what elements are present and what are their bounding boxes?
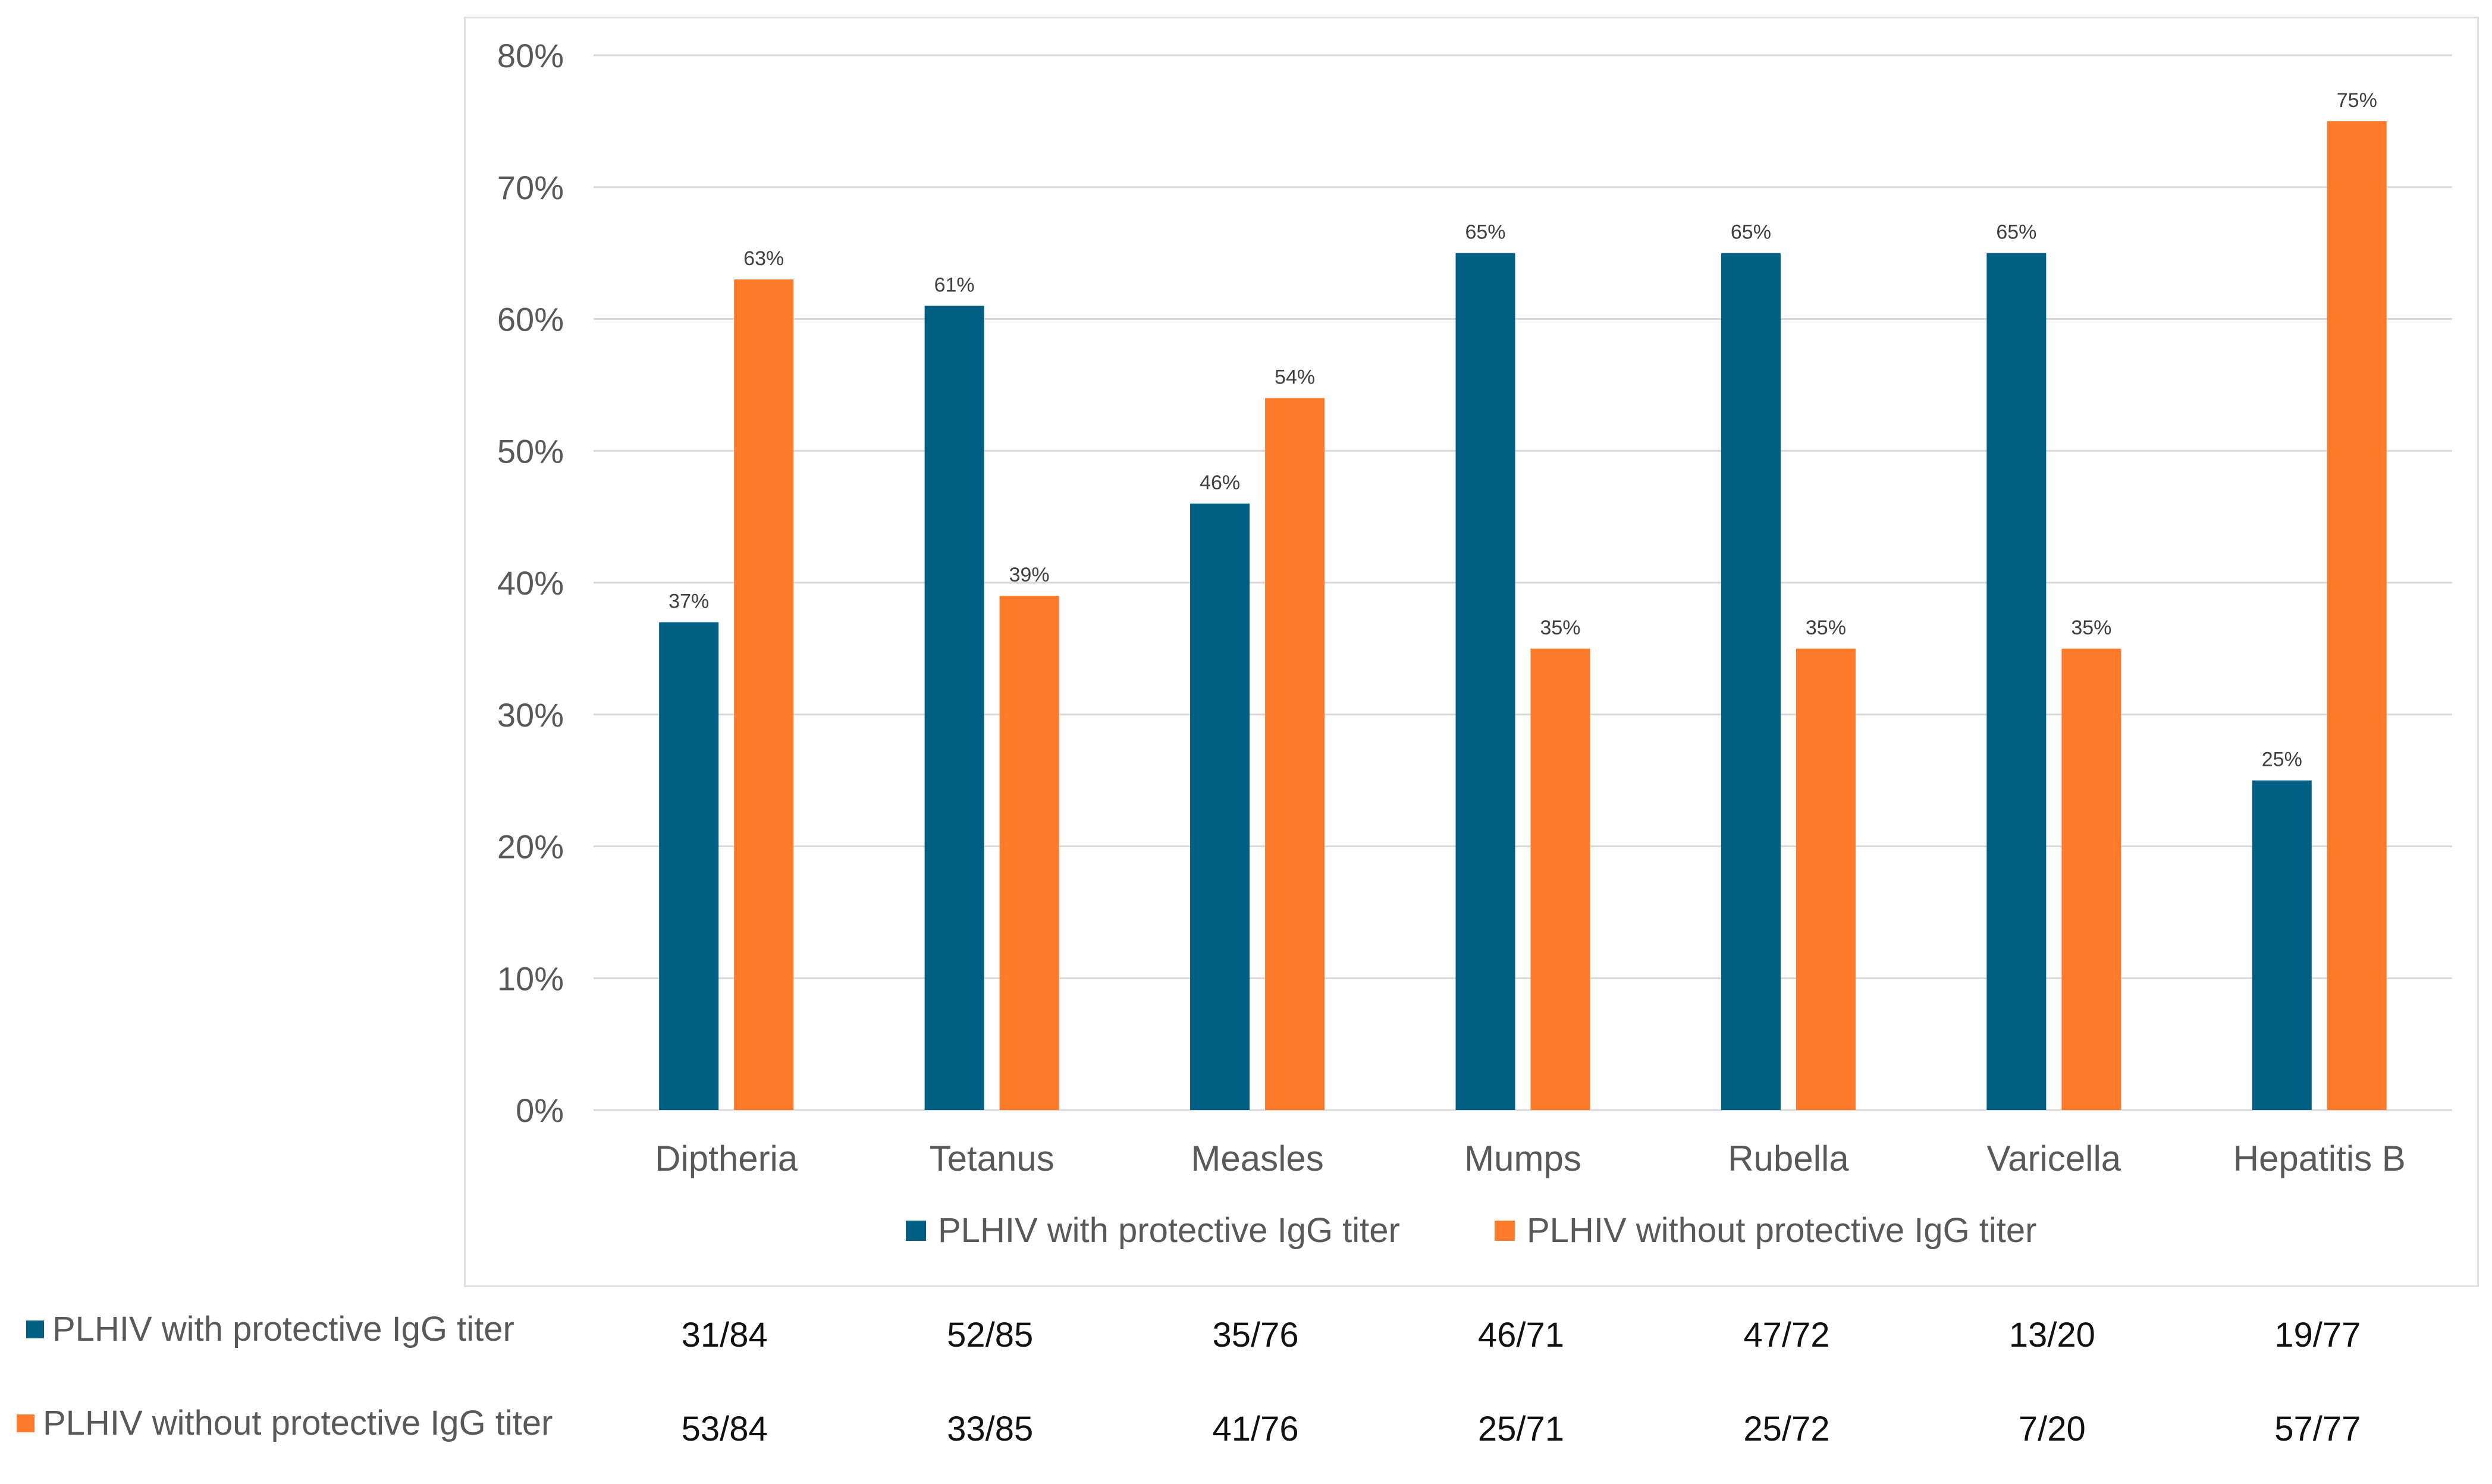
bar-with	[2252, 780, 2312, 1110]
legend-label: PLHIV without protective IgG titer	[1527, 1211, 2036, 1250]
y-tick-label: 40%	[497, 564, 564, 602]
data-label: 75%	[2337, 89, 2377, 112]
y-tick-label: 30%	[497, 696, 564, 734]
bar-without	[2061, 648, 2121, 1110]
bar-without	[2327, 121, 2387, 1110]
data-label: 63%	[743, 247, 784, 270]
data-label: 65%	[1465, 221, 1505, 244]
data-label: 65%	[1731, 221, 1771, 244]
table-row-label: PLHIV with protective IgG titer	[52, 1310, 514, 1348]
bar-without	[1530, 648, 1590, 1110]
data-label: 35%	[2071, 617, 2111, 639]
legend-swatch-without	[1495, 1221, 1515, 1241]
table-row-without: PLHIV without protective IgG titer 53/84…	[0, 1385, 2492, 1457]
data-label: 37%	[668, 590, 709, 613]
data-label: 35%	[1806, 617, 1846, 639]
bar-without	[734, 279, 794, 1111]
bar-with	[1190, 503, 1250, 1110]
x-tick-label: Varicella	[1987, 1139, 2121, 1178]
y-tick-label: 20%	[497, 828, 564, 866]
x-tick-label: Rubella	[1728, 1139, 1849, 1178]
table-cell: 13/20	[2008, 1316, 2095, 1354]
data-label: 35%	[1540, 617, 1580, 639]
table-legend-with: PLHIV with protective IgG titer	[26, 1309, 514, 1349]
legend-swatch-with	[26, 1320, 44, 1338]
data-label: 25%	[2262, 749, 2302, 771]
x-tick-label: Hepatitis B	[2233, 1139, 2406, 1178]
legend-swatch-with	[906, 1221, 926, 1241]
table-cell: 33/85	[947, 1410, 1034, 1448]
table-cell: 25/72	[1743, 1410, 1830, 1448]
table-cell: 46/71	[1477, 1316, 1565, 1354]
table-cell: 7/20	[2018, 1410, 2086, 1448]
bar-with	[1986, 253, 2047, 1110]
bar-with	[659, 622, 719, 1110]
y-tick-label: 80%	[497, 37, 564, 74]
x-tick-label: Tetanus	[930, 1139, 1054, 1178]
bar-chart: 0% 10% 20% 30% 40% 50% 60% 70% 80% 37% 63% Diptheri…	[497, 37, 2452, 1250]
y-tick-label: 50%	[497, 432, 564, 470]
bar-with	[924, 306, 984, 1111]
data-label: 39%	[1009, 564, 1050, 586]
bar-with	[1721, 253, 1781, 1110]
bar-with	[1455, 253, 1515, 1110]
y-tick-label: 10%	[497, 960, 564, 997]
table-cell: 19/77	[2274, 1316, 2361, 1354]
data-label: 61%	[934, 273, 975, 296]
y-tick-label: 60%	[497, 301, 564, 338]
y-tick-label: 0%	[516, 1092, 564, 1129]
y-tick-label: 70%	[497, 169, 564, 206]
table-legend-without: PLHIV without protective IgG titer	[17, 1403, 553, 1443]
table-cell: 52/85	[947, 1316, 1034, 1354]
table-cell: 35/76	[1212, 1316, 1299, 1354]
table-cell: 25/71	[1477, 1410, 1565, 1448]
data-label: 65%	[1996, 221, 2036, 244]
chart-frame: 0% 10% 20% 30% 40% 50% 60% 70% 80% 37% 63% Diptheri…	[464, 17, 2479, 1287]
bar-without	[999, 596, 1059, 1110]
table-row-label: PLHIV without protective IgG titer	[43, 1404, 553, 1442]
bar-without	[1796, 648, 1856, 1110]
data-label: 54%	[1275, 366, 1315, 389]
table-cell: 41/76	[1212, 1410, 1299, 1448]
legend-label: PLHIV with protective IgG titer	[938, 1211, 1400, 1250]
table-cell: 53/84	[681, 1410, 768, 1448]
x-tick-label: Diptheria	[655, 1139, 798, 1178]
table-cell: 57/77	[2274, 1410, 2361, 1448]
legend-swatch-without	[17, 1414, 34, 1432]
table-cell: 31/84	[681, 1316, 768, 1354]
table-row-with: PLHIV with protective IgG titer 31/84 52…	[0, 1291, 2492, 1363]
table-cell: 47/72	[1743, 1316, 1830, 1354]
data-label: 46%	[1200, 471, 1240, 494]
x-tick-label: Mumps	[1464, 1139, 1581, 1178]
bar-without	[1265, 398, 1325, 1110]
x-tick-label: Measles	[1191, 1139, 1323, 1178]
